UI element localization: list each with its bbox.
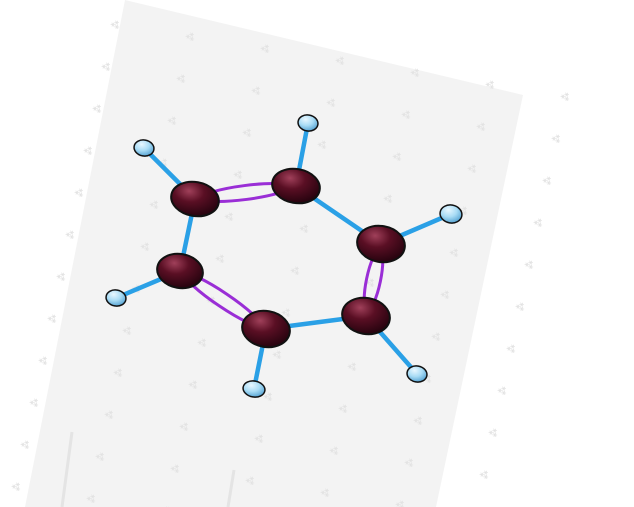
watermark-mark: ⁂ — [394, 498, 408, 507]
carbon-atom — [271, 167, 321, 205]
hydrogen-atom — [297, 114, 319, 132]
watermark-mark: ⁂ — [505, 342, 519, 357]
carbon-atom — [341, 296, 391, 336]
watermark-mark: ⁂ — [475, 120, 489, 135]
watermark-mark: ⁂ — [541, 174, 555, 189]
watermark-mark: ⁂ — [73, 186, 87, 201]
watermark-mark: ⁂ — [478, 468, 492, 483]
paper-fold-line — [60, 431, 74, 507]
watermark-mark: ⁂ — [100, 60, 114, 75]
watermark-mark: ⁂ — [253, 432, 267, 447]
watermark-mark: ⁂ — [178, 420, 192, 435]
watermark-mark: ⁂ — [184, 30, 198, 45]
watermark-mark: ⁂ — [46, 312, 60, 327]
watermark-mark: ⁂ — [91, 102, 105, 117]
watermark-mark: ⁂ — [466, 162, 480, 177]
watermark-mark: ⁂ — [19, 438, 33, 453]
watermark-mark: ⁂ — [532, 216, 546, 231]
hydrogen-atom — [242, 380, 266, 398]
carbon-atom — [241, 309, 291, 349]
watermark-mark: ⁂ — [232, 168, 246, 183]
watermark-mark: ⁂ — [346, 360, 360, 375]
watermark-mark: ⁂ — [328, 444, 342, 459]
watermark-mark: ⁂ — [148, 198, 162, 213]
watermark-mark: ⁂ — [160, 504, 174, 507]
watermark-mark: ⁂ — [223, 210, 237, 225]
atom-layer — [105, 114, 463, 398]
watermark-mark: ⁂ — [400, 108, 414, 123]
watermark-mark: ⁂ — [559, 90, 573, 105]
watermark-mark: ⁂ — [271, 348, 285, 363]
watermark-mark: ⁂ — [319, 486, 333, 501]
watermark-mark: ⁂ — [85, 492, 99, 507]
watermark-mark: ⁂ — [403, 456, 417, 471]
watermark-mark: ⁂ — [121, 324, 135, 339]
watermark-mark: ⁂ — [10, 480, 24, 495]
watermark-mark: ⁂ — [439, 288, 453, 303]
watermark-mark: ⁂ — [487, 426, 501, 441]
watermark-mark: ⁂ — [334, 54, 348, 69]
watermark-mark: ⁂ — [109, 18, 123, 33]
watermark-mark: ⁂ — [55, 270, 69, 285]
watermark-mark: ⁂ — [196, 336, 210, 351]
watermark-mark: ⁂ — [337, 402, 351, 417]
watermark-mark: ⁂ — [166, 114, 180, 129]
watermark-mark: ⁂ — [94, 450, 108, 465]
paper-sheet — [25, 0, 523, 507]
watermark-mark: ⁂ — [103, 408, 117, 423]
hydrogen-atom — [439, 204, 463, 224]
watermark-mark: ⁂ — [430, 330, 444, 345]
watermark-mark: ⁂ — [550, 132, 564, 147]
watermark-mark: ⁂ — [259, 42, 273, 57]
watermark-mark: ⁂ — [514, 300, 528, 315]
watermark-mark: ⁂ — [298, 222, 312, 237]
hydrogen-atom — [105, 289, 127, 307]
watermark-mark: ⁂ — [382, 192, 396, 207]
watermark-mark: ⁂ — [316, 138, 330, 153]
watermark-mark: ⁂ — [325, 96, 339, 111]
watermark-mark: ⁂ — [244, 474, 258, 489]
watermark-mark: ⁂ — [496, 384, 510, 399]
watermark-mark: ⁂ — [409, 66, 423, 81]
paper-fold-line — [226, 469, 236, 507]
watermark-mark: ⁂ — [187, 378, 201, 393]
carbon-atom — [170, 180, 220, 218]
watermark-mark: ⁂ — [82, 144, 96, 159]
watermark-mark: ⁂ — [64, 228, 78, 243]
watermark-mark: ⁂ — [412, 414, 426, 429]
watermark-mark: ⁂ — [112, 366, 126, 381]
watermark-mark: ⁂ — [250, 84, 264, 99]
hydrogen-atom — [133, 139, 155, 157]
watermark-mark: ⁂ — [523, 258, 537, 273]
carbon-atom — [156, 252, 204, 290]
watermark-mark: ⁂ — [139, 240, 153, 255]
carbon-atom — [356, 224, 406, 264]
watermark-mark: ⁂ — [169, 462, 183, 477]
watermark-mark: ⁂ — [37, 354, 51, 369]
watermark-mark: ⁂ — [175, 72, 189, 87]
watermark-mark: ⁂ — [28, 396, 42, 411]
watermark-mark: ⁂ — [289, 264, 303, 279]
watermark-mark: ⁂ — [262, 390, 276, 405]
watermark-mark: ⁂ — [214, 252, 228, 267]
hydrogen-atom — [406, 365, 428, 383]
watermark-mark: ⁂ — [484, 78, 498, 93]
watermark-mark: ⁂ — [241, 126, 255, 141]
watermark-mark: ⁂ — [391, 150, 405, 165]
watermark-mark: ⁂ — [448, 246, 462, 261]
